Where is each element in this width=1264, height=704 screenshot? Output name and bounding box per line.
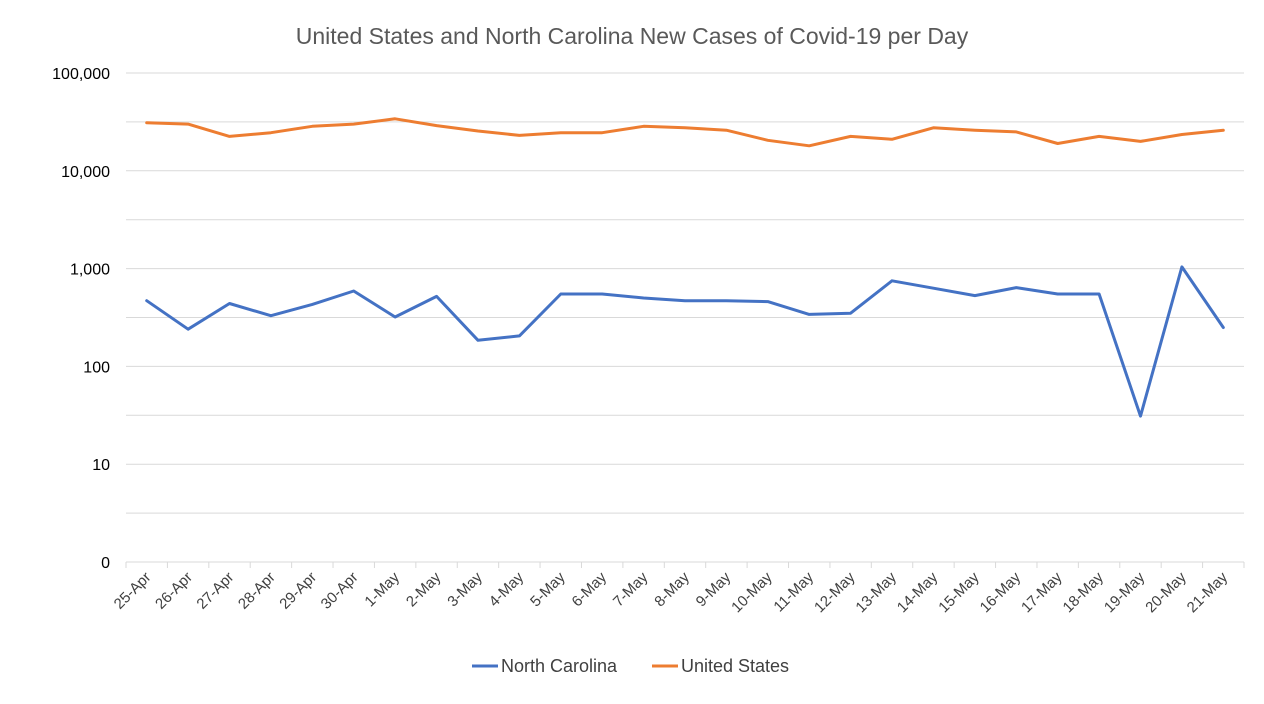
x-tick-label: 19-May [1101, 568, 1149, 616]
x-tick-label: 26-Apr [152, 569, 196, 613]
x-tick-label: 6-May [569, 568, 611, 610]
y-axis-tick-labels: 0 10 100 1,000 10,000 100,000 [52, 66, 110, 572]
x-tick-label: 27-Apr [193, 569, 237, 613]
x-tick-label: 18-May [1060, 568, 1108, 616]
x-tick-label: 16-May [977, 568, 1025, 616]
x-tick-label: 3-May [444, 568, 486, 610]
x-tick-label: 28-Apr [235, 569, 279, 613]
x-tick-label: 4-May [486, 568, 528, 610]
y-tick-label: 100 [83, 359, 110, 376]
y-tick-label: 10 [92, 457, 110, 474]
y-tick-label: 100,000 [52, 66, 110, 83]
x-tick-label: 1-May [361, 568, 403, 610]
x-tick-label: 15-May [935, 568, 983, 616]
x-tick-label: 12-May [811, 568, 859, 616]
x-tick-label: 17-May [1018, 568, 1066, 616]
x-tick-label: 25-Apr [111, 569, 155, 613]
y-tick-label: 10,000 [61, 164, 110, 181]
gridlines [126, 72, 1244, 514]
x-tick-label: 11-May [770, 568, 817, 615]
x-axis [125, 561, 1245, 568]
x-tick-label: 30-Apr [318, 569, 362, 613]
y-tick-label: 1,000 [70, 262, 110, 279]
x-tick-label: 5-May [527, 568, 569, 610]
x-tick-label: 21-May [1184, 568, 1232, 616]
legend-label: United States [681, 656, 789, 676]
series-line-north-carolina [145, 265, 1225, 418]
x-tick-label: 29-Apr [276, 569, 320, 613]
x-tick-label: 10-May [728, 568, 776, 616]
x-tick-label: 2-May [403, 568, 445, 610]
x-tick-label: 20-May [1142, 568, 1190, 616]
y-tick-label: 0 [101, 555, 110, 572]
chart-title: United States and North Carolina New Cas… [296, 23, 969, 49]
x-tick-label: 7-May [610, 568, 652, 610]
series-line-united-states [145, 117, 1225, 148]
legend: North Carolina United States [472, 656, 789, 676]
series-lines [145, 117, 1225, 418]
x-tick-label: 8-May [651, 568, 693, 610]
x-tick-label: 13-May [852, 568, 900, 616]
legend-label: North Carolina [501, 656, 618, 676]
x-tick-label: 14-May [894, 568, 942, 616]
